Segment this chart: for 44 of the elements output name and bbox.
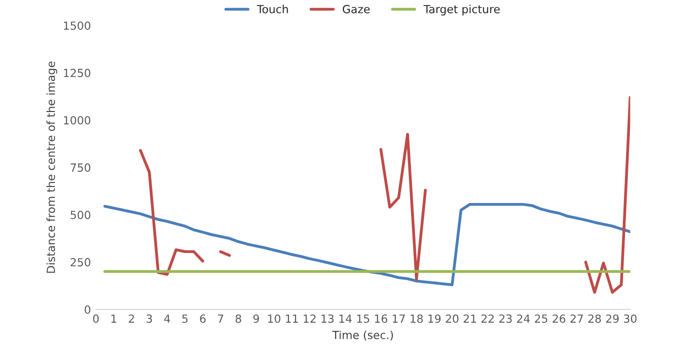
x-tick-label: 22 <box>481 314 494 323</box>
legend-label: Touch <box>256 4 288 14</box>
x-tick-label: 27 <box>570 314 583 323</box>
legend-label: Gaze <box>342 4 370 14</box>
x-tick-label: 16 <box>375 314 388 323</box>
x-tick-label: 19 <box>428 314 441 323</box>
x-tick-label: 18 <box>410 314 423 323</box>
x-axis-title: Time (sec.) <box>332 330 393 340</box>
x-tick-label: 13 <box>322 314 334 323</box>
y-tick-label: 1250 <box>64 68 90 78</box>
x-tick-label: 25 <box>534 314 548 323</box>
x-tick-label: 7 <box>218 314 224 323</box>
x-tick-label: 8 <box>236 314 242 323</box>
y-tick-label: 500 <box>70 210 90 220</box>
y-tick-label: 750 <box>70 163 90 172</box>
x-tick-label: 20 <box>446 314 458 323</box>
x-tick-label: 15 <box>357 314 370 323</box>
y-tick-label: 0 <box>84 305 90 314</box>
x-tick-label: 4 <box>164 314 170 323</box>
x-tick-label: 26 <box>552 314 566 323</box>
legend-label: Target picture <box>424 4 500 16</box>
x-tick-label: 14 <box>339 314 352 323</box>
x-tick-label: 9 <box>253 314 259 323</box>
y-axis-title: Distance from the centre of the image <box>46 62 58 273</box>
x-tick-label: 3 <box>146 314 152 323</box>
y-tick-label: 1500 <box>64 21 90 30</box>
x-tick-label: 21 <box>464 314 476 323</box>
x-tick-label: 28 <box>588 314 601 323</box>
y-tick-label: 250 <box>70 258 90 266</box>
x-tick-label: 23 <box>499 314 512 323</box>
y-tick-label: 1000 <box>64 116 90 124</box>
x-tick-label: 1 <box>111 314 116 323</box>
x-tick-label: 5 <box>182 314 188 323</box>
x-tick-label: 29 <box>606 314 619 323</box>
x-tick-label: 12 <box>304 314 316 323</box>
x-tick-label: 10 <box>268 314 280 323</box>
x-tick-label: 6 <box>200 314 206 323</box>
line-series <box>103 202 630 286</box>
x-tick-label: 30 <box>624 314 637 323</box>
x-tick-label: 17 <box>392 314 405 323</box>
x-tick-label: 24 <box>517 314 530 323</box>
x-tick-label: 2 <box>128 314 134 323</box>
x-tick-label: 0 <box>93 314 99 323</box>
x-tick-label: 11 <box>286 314 298 323</box>
